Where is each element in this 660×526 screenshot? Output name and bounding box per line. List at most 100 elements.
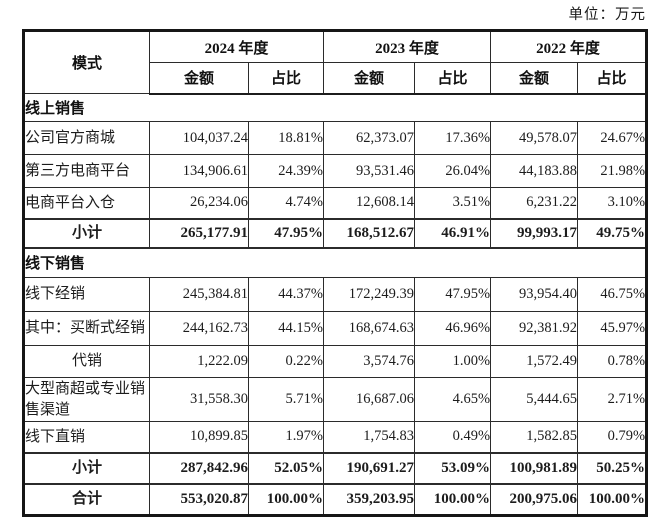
ratio-cell: 4.65% xyxy=(414,377,492,422)
ratio-cell: 26.04% xyxy=(414,154,492,188)
ratio-cell: 52.05% xyxy=(247,451,325,485)
table-row: 第三方电商平台 134,906.61 24.39% 93,531.46 26.0… xyxy=(23,154,648,188)
amount-cell: 190,691.27 xyxy=(323,451,416,485)
ratio-cell: 44.37% xyxy=(247,277,325,312)
column-header-amount-2023: 金额 xyxy=(323,62,416,95)
ratio-cell: 46.96% xyxy=(414,311,492,346)
column-header-ratio-2022: 占比 xyxy=(577,62,648,95)
amount-cell: 553,020.87 xyxy=(149,482,249,517)
header-row-years: 模式 2024 年度 2023 年度 2022 年度 xyxy=(23,30,648,94)
ratio-cell: 1.97% xyxy=(247,421,325,453)
table-row: 线下直销 10,899.85 1.97% 1,754.83 0.49% 1,58… xyxy=(23,421,648,453)
mode-cell: 线下经销 xyxy=(23,277,150,312)
amount-cell: 49,578.07 xyxy=(490,121,579,155)
header-row-measures: 金额 占比 金额 占比 金额 占比 xyxy=(24,62,648,95)
mode-cell: 代销 xyxy=(23,345,150,378)
table-row: 电商平台入仓 26,234.06 4.74% 12,608.14 3.51% 6… xyxy=(23,187,648,219)
mode-cell: 第三方电商平台 xyxy=(23,154,150,188)
amount-cell: 104,037.24 xyxy=(149,121,249,155)
amount-cell: 244,162.73 xyxy=(149,311,249,346)
amount-cell: 26,234.06 xyxy=(149,187,249,219)
sales-mode-table: 模式 2024 年度 2023 年度 2022 年度 金额 占比 金额 占比 金… xyxy=(22,29,649,517)
amount-cell: 245,384.81 xyxy=(149,277,249,312)
mode-cell: 其中：买断式经销 xyxy=(23,311,150,346)
amount-cell: 31,558.30 xyxy=(149,377,249,422)
ratio-cell: 18.81% xyxy=(247,121,325,155)
unit-label: 单位：万元 xyxy=(568,7,646,23)
column-header-year-2024: 2024 年度 xyxy=(148,30,325,63)
table-row: 代销 1,222.09 0.22% 3,574.76 1.00% 1,572.4… xyxy=(23,345,648,378)
ratio-cell: 3.51% xyxy=(414,187,492,219)
amount-cell: 134,906.61 xyxy=(149,154,249,188)
subtotal-row-offline: 小计 287,842.96 52.05% 190,691.27 53.09% 1… xyxy=(23,451,648,485)
column-header-amount-2024: 金额 xyxy=(149,62,249,95)
column-header-mode: 模式 xyxy=(23,30,150,94)
ratio-cell: 4.74% xyxy=(247,187,325,219)
amount-cell: 100,981.89 xyxy=(490,451,579,485)
mode-cell: 小计 xyxy=(23,217,150,249)
amount-cell: 168,674.63 xyxy=(323,311,416,346)
ratio-cell: 21.98% xyxy=(577,154,648,188)
ratio-cell: 50.25% xyxy=(577,451,648,485)
amount-cell: 1,754.83 xyxy=(323,421,416,453)
column-header-year-2023: 2023 年度 xyxy=(323,30,492,63)
section-row-online: 线上销售 xyxy=(22,93,648,122)
ratio-cell: 44.15% xyxy=(247,311,325,346)
amount-cell: 200,975.06 xyxy=(490,482,579,517)
amount-cell: 287,842.96 xyxy=(149,451,249,485)
table-row: 大型商超或专业销售渠道 31,558.30 5.71% 16,687.06 4.… xyxy=(23,377,648,422)
amount-cell: 6,231.22 xyxy=(490,187,579,219)
ratio-cell: 5.71% xyxy=(247,377,325,422)
ratio-cell: 53.09% xyxy=(414,451,492,485)
amount-cell: 1,582.85 xyxy=(490,421,579,453)
amount-cell: 44,183.88 xyxy=(490,154,579,188)
ratio-cell: 49.75% xyxy=(577,217,648,249)
column-header-amount-2022: 金额 xyxy=(490,62,579,95)
ratio-cell: 24.67% xyxy=(577,121,648,155)
ratio-cell: 100.00% xyxy=(577,482,648,517)
amount-cell: 1,572.49 xyxy=(490,345,579,378)
amount-cell: 10,899.85 xyxy=(149,421,249,453)
table-row: 其中：买断式经销 244,162.73 44.15% 168,674.63 46… xyxy=(23,311,648,346)
column-header-ratio-2023: 占比 xyxy=(414,62,492,95)
ratio-cell: 46.75% xyxy=(577,277,648,312)
ratio-cell: 100.00% xyxy=(247,482,325,517)
ratio-cell: 47.95% xyxy=(247,217,325,249)
column-header-ratio-2024: 占比 xyxy=(247,62,325,95)
ratio-cell: 24.39% xyxy=(247,154,325,188)
amount-cell: 5,444.65 xyxy=(490,377,579,422)
ratio-cell: 45.97% xyxy=(577,311,648,346)
ratio-cell: 17.36% xyxy=(414,121,492,155)
amount-cell: 16,687.06 xyxy=(323,377,416,422)
ratio-cell: 0.49% xyxy=(414,421,492,453)
section-header-online: 线上销售 xyxy=(22,93,648,122)
ratio-cell: 0.79% xyxy=(577,421,648,453)
ratio-cell: 1.00% xyxy=(414,345,492,378)
table-row: 公司官方商城 104,037.24 18.81% 62,373.07 17.36… xyxy=(23,121,648,155)
amount-cell: 359,203.95 xyxy=(323,482,416,517)
amount-cell: 265,177.91 xyxy=(149,217,249,249)
amount-cell: 168,512.67 xyxy=(323,217,416,249)
column-header-year-2022: 2022 年度 xyxy=(490,30,648,63)
amount-cell: 62,373.07 xyxy=(323,121,416,155)
mode-cell: 公司官方商城 xyxy=(23,121,150,155)
mode-cell: 电商平台入仓 xyxy=(23,187,150,219)
mode-cell: 线下直销 xyxy=(23,421,150,453)
amount-cell: 93,531.46 xyxy=(323,154,416,188)
ratio-cell: 3.10% xyxy=(577,187,648,219)
amount-cell: 92,381.92 xyxy=(490,311,579,346)
ratio-cell: 100.00% xyxy=(414,482,492,517)
mode-cell: 合计 xyxy=(23,482,150,517)
amount-cell: 3,574.76 xyxy=(323,345,416,378)
amount-cell: 1,222.09 xyxy=(149,345,249,378)
section-header-offline: 线下销售 xyxy=(22,247,648,278)
ratio-cell: 47.95% xyxy=(414,277,492,312)
amount-cell: 172,249.39 xyxy=(323,277,416,312)
ratio-cell: 0.78% xyxy=(577,345,648,378)
amount-cell: 93,954.40 xyxy=(490,277,579,312)
ratio-cell: 2.71% xyxy=(577,377,648,422)
table-row: 线下经销 245,384.81 44.37% 172,249.39 47.95%… xyxy=(23,277,648,312)
amount-cell: 12,608.14 xyxy=(323,187,416,219)
ratio-cell: 46.91% xyxy=(414,217,492,249)
